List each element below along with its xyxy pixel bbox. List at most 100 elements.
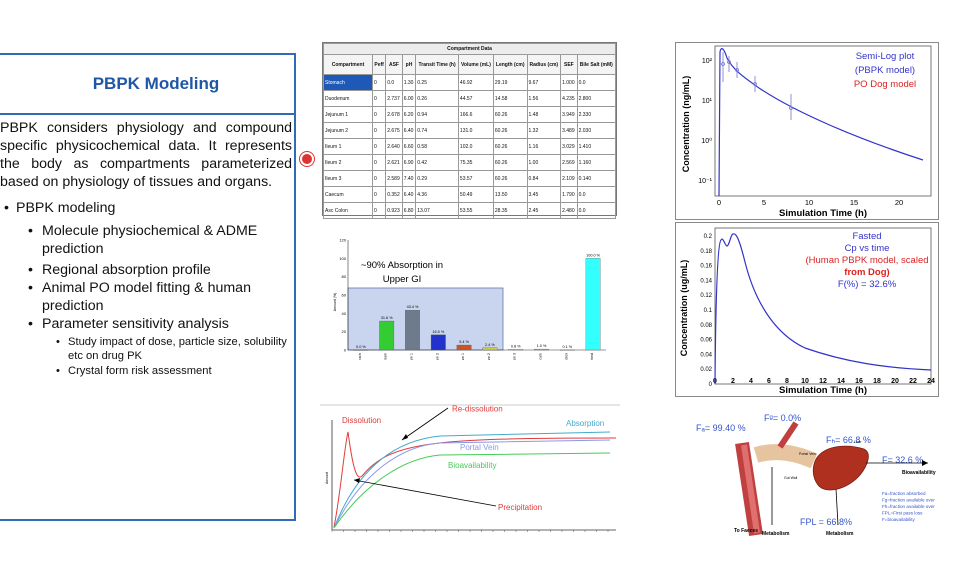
table-cell: 6.60: [401, 138, 417, 155]
table-cell: 0.42: [415, 154, 459, 171]
y-tick-label: 0.12: [700, 293, 712, 299]
table-cell: 166.6: [457, 106, 494, 123]
y-tick-label: 120: [339, 238, 346, 243]
category-label: Jejunum 1: [410, 353, 414, 360]
table-row[interactable]: Duodenum 0 2.737 6.00 0.26 44.57 14.58 1.56 4.23…: [323, 90, 617, 107]
bar: [508, 349, 524, 351]
x-tick-label: 14: [837, 378, 845, 385]
bullet-dot: •: [28, 280, 33, 296]
bullet-pbpk-modeling: PBPK modeling: [16, 200, 116, 216]
table-cell: 2.480: [560, 202, 578, 219]
y-tick-label: 0.14: [700, 278, 712, 284]
laser-pointer-dot: [300, 152, 314, 166]
table-cell: 0: [371, 186, 387, 203]
table-cell: 0.58: [415, 138, 459, 155]
table-row[interactable]: Caecum 0 0.352 6.40 4.36 50.49 13.50 3.45 1.790 0…: [323, 186, 617, 203]
table-row[interactable]: Asc Colon 0 0.923 6.80 13.07 53.55 28.35 2.45 2.…: [323, 202, 617, 219]
panel-title: PBPK Modeling: [92, 74, 220, 93]
dissolution-curve: [333, 431, 617, 528]
table-cell: 0: [371, 202, 387, 219]
table-row[interactable]: Ileum 3 0 2.589 7.40 0.29 53.57 60.26 0.84 2.109…: [323, 170, 617, 187]
bioavailability-label: Bioavailability: [448, 461, 496, 470]
liver-metabolism-text: Metabolism: [826, 531, 854, 537]
category-label: Ileum 2: [487, 353, 491, 360]
column-header: Transit Time (h): [415, 54, 459, 75]
table-cell: 6.90: [401, 154, 417, 171]
pbpk-curve: [718, 48, 924, 197]
table-cell: 2.589: [385, 170, 403, 187]
legend-item: Fg=fraction available over: [882, 498, 935, 503]
y-tick-label: 0.04: [700, 352, 712, 358]
column-header: Compartment: [323, 54, 373, 75]
x-tick-label: 12: [819, 378, 827, 385]
y-tick-label: 0.06: [700, 338, 712, 344]
fpl-label: FPL = 66.8%: [800, 517, 852, 527]
bar: [379, 320, 395, 351]
precipitation-arrow: [353, 479, 497, 507]
table-cell: 0: [371, 90, 387, 107]
panel-title-box: PBPK Modeling: [0, 55, 294, 115]
x-tick-label: 20: [891, 378, 899, 385]
table-cell: 1.30: [401, 74, 417, 91]
portal-vein-text: Portal Vein: [799, 452, 816, 456]
table-cell: 0: [371, 154, 387, 171]
table-cell: 0.84: [526, 170, 562, 187]
table-caption: Compartment Data: [323, 43, 616, 55]
table-cell: 2.109: [560, 170, 578, 187]
x-tick-label: 5: [762, 198, 766, 207]
absorption-label: Absorption: [566, 419, 604, 428]
table-row[interactable]: Ileum 2 0 2.621 6.90 0.42 75.35 60.26 1.00 2.569…: [323, 154, 617, 171]
table-cell: 53.55: [457, 202, 494, 219]
table-row[interactable]: Jejunum 2 0 2.675 6.40 0.74 131.0 60.26 1.32 3.4…: [323, 122, 617, 139]
x-tick-label: 0: [717, 198, 721, 207]
category-label: Duodenum: [384, 353, 388, 360]
compartment-data-table: Compartment Data Compartment Peff ASF pH Tra…: [322, 42, 617, 219]
table-row[interactable]: Jejunum 1 0 2.678 6.20 0.94 166.6 60.26 1.48 3.9…: [323, 106, 617, 123]
column-header: pH: [401, 54, 417, 75]
table-cell: 2.800: [576, 90, 617, 107]
y-axis-label: Concentration (ng/mL): [681, 76, 691, 173]
x-tick-label: 15: [850, 198, 858, 207]
table-cell: 6.40: [401, 122, 417, 139]
table-cell: 0: [371, 122, 387, 139]
table-cell: 131.0: [457, 122, 494, 139]
compartment-name-cell: Caecum: [323, 186, 373, 203]
compartment-name-cell: Asc Colon: [323, 202, 373, 219]
column-header: Bile Salt (mM): [576, 54, 617, 75]
legend-item: F=bioavailability: [882, 517, 916, 522]
portal-vein-curve: [333, 439, 611, 529]
y-tick-label: 0.16: [700, 264, 712, 270]
table-cell: 0.0: [576, 202, 617, 219]
bar-value-label: 43.4 %: [407, 305, 419, 309]
table-cell: 1.410: [576, 138, 617, 155]
table-cell: 2.030: [576, 122, 617, 139]
sub-sub-item: Study impact of dose, particle size, sol…: [68, 336, 287, 362]
table-cell: 0.0: [576, 186, 617, 203]
liver: [812, 445, 869, 491]
table-cell: 2.640: [385, 138, 403, 155]
table-cell: 102.0: [457, 138, 494, 155]
x-tick-label: 20: [895, 198, 903, 207]
y-tick-label: 10¹: [702, 98, 713, 105]
table-cell: 3.949: [560, 106, 578, 123]
y-tick-label: 0.08: [700, 323, 712, 329]
x-tick-label: 10: [805, 198, 813, 207]
column-header: Peff: [371, 54, 387, 75]
table-cell: 0.29: [415, 170, 459, 187]
bullet-dot: •: [56, 365, 60, 377]
table-cell: 6.80: [401, 202, 417, 219]
bar: [534, 348, 549, 351]
legend-line: F(%) = 32.6%: [838, 279, 897, 290]
redissolution-label: Re-dissolution: [452, 405, 503, 414]
table-row[interactable]: Stomach 0 0.0 1.30 0.25 46.92 29.19 9.67 1.000 0.…: [323, 74, 617, 91]
table-row[interactable]: Ileum 1 0 2.640 6.60 0.58 102.0 60.26 1.16 3.029…: [323, 138, 617, 155]
sub-item: Regional absorption profile: [42, 262, 211, 278]
bar: [405, 310, 420, 351]
legend-line: PO Dog model: [854, 79, 916, 90]
bar-value-label: 100.0 %: [586, 253, 601, 257]
plot-area: [714, 227, 932, 385]
y-tick-label: 40: [342, 311, 347, 316]
column-header: Volume (mL): [457, 54, 494, 75]
table-cell: 6.00: [401, 90, 417, 107]
fh-label: Fₕ= 66.8 %: [826, 435, 871, 445]
